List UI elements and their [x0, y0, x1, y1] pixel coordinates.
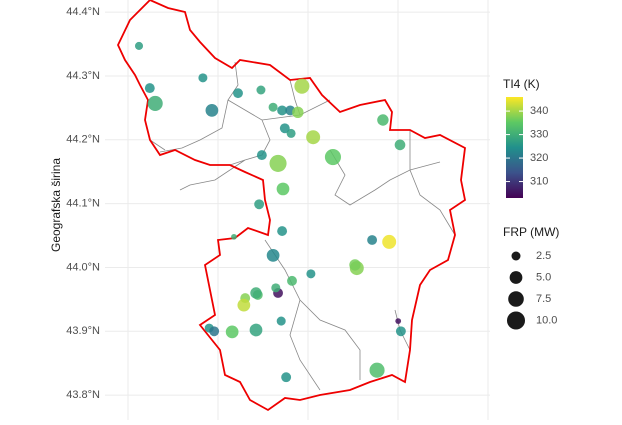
- y-tick-label: 44.3°N: [66, 70, 100, 82]
- fire-point: [269, 154, 287, 172]
- colorbar-label: 330: [530, 128, 548, 140]
- fire-point: [377, 114, 389, 126]
- color-legend-title: TI4 (K): [503, 77, 540, 91]
- fire-point: [225, 325, 239, 339]
- fire-point: [277, 226, 288, 237]
- fire-point: [254, 199, 265, 210]
- fire-point: [292, 106, 304, 119]
- size-label: 2.5: [536, 250, 551, 262]
- fire-point: [306, 269, 316, 279]
- colorbar-label: 340: [530, 105, 548, 117]
- fire-point: [249, 323, 263, 337]
- colorbar: [506, 97, 523, 198]
- fire-point: [394, 139, 406, 151]
- fire-point: [209, 326, 220, 337]
- fire-point: [286, 128, 296, 138]
- fire-point: [276, 316, 286, 326]
- size-key: [508, 291, 524, 307]
- fire-point: [349, 259, 361, 271]
- fire-point: [369, 362, 385, 378]
- fire-point: [294, 78, 310, 94]
- size-legend-title: FRP (MW): [503, 225, 559, 239]
- fire-point: [205, 104, 219, 117]
- fire-point: [277, 105, 288, 116]
- fire-point: [382, 234, 397, 249]
- fire-point: [279, 123, 290, 134]
- fire-point: [287, 275, 297, 286]
- y-tick-label: 43.8°N: [66, 389, 100, 401]
- fire-point: [268, 102, 278, 112]
- y-tick-label: 44.4°N: [66, 6, 100, 18]
- size-key: [509, 271, 523, 284]
- size-label: 7.5: [536, 293, 551, 305]
- y-tick-label: 44.0°N: [66, 261, 100, 273]
- colorbar-label: 320: [530, 152, 548, 164]
- fire-point: [324, 148, 342, 166]
- y-axis-title: Geografska širina: [49, 158, 63, 252]
- fire-point: [134, 41, 144, 50]
- fire-point: [250, 287, 262, 299]
- fire-point: [395, 318, 402, 324]
- fire-point: [198, 73, 208, 83]
- size-key: [506, 311, 526, 330]
- fire-point: [256, 150, 267, 161]
- fire-point: [306, 130, 321, 145]
- fire-point: [233, 88, 243, 99]
- fire-point: [266, 248, 280, 262]
- y-tick-label: 43.9°N: [66, 325, 100, 337]
- y-tick-label: 44.2°N: [66, 134, 100, 146]
- fire-point: [237, 298, 251, 312]
- fire-point: [276, 182, 290, 196]
- legends: 310 320 330 340 2.5 5.0 7.5 10.0: [506, 97, 557, 330]
- fire-point: [367, 235, 378, 245]
- points: [134, 41, 406, 383]
- fire-point: [147, 95, 163, 111]
- size-key: [511, 251, 521, 261]
- fire-point: [281, 372, 292, 383]
- y-tick-label: 44.1°N: [66, 198, 100, 210]
- colorbar-label: 310: [530, 175, 548, 187]
- fire-point: [144, 83, 155, 94]
- size-label: 5.0: [536, 271, 551, 283]
- size-label: 10.0: [536, 314, 557, 326]
- region-outline: [117, 0, 467, 412]
- fire-point: [256, 85, 266, 95]
- lon-grid: [127, 0, 489, 420]
- lat-grid: [105, 11, 490, 396]
- fire-point: [395, 326, 406, 337]
- fire-point: [271, 283, 281, 293]
- fire-point: [231, 233, 237, 240]
